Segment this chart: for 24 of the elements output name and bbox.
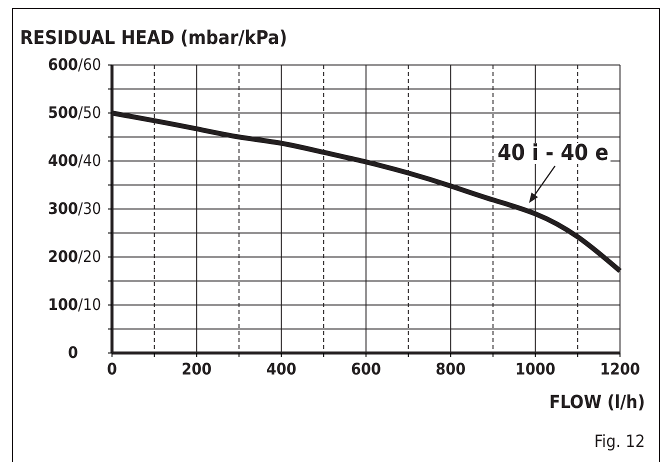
y2-tick-label: /60 — [78, 55, 102, 74]
caption: Fig. 12 — [594, 432, 645, 452]
x-tick-label: 600 — [350, 359, 382, 378]
x-tick-label: 400 — [266, 359, 296, 378]
y2-tick-label: /40 — [78, 151, 102, 170]
y-tick-label: 100 — [48, 295, 78, 314]
y2-tick-label: /50 — [78, 103, 102, 122]
annotation: 40 i - 40 e — [497, 141, 609, 166]
x-tick-label: 1200 — [600, 359, 640, 378]
y-tick-label: 0 — [68, 343, 78, 362]
x-tick-label: 1000 — [515, 359, 556, 378]
x-axis-title: FLOW (l/h) — [549, 392, 645, 413]
x-tick-label: 0 — [106, 359, 118, 378]
y2-tick-label: /20 — [78, 247, 102, 266]
y-tick-label: 600 — [48, 55, 78, 74]
y-tick-label: 400 — [48, 151, 78, 170]
chart-title: RESIDUAL HEAD (mbar/kPa) — [20, 27, 288, 49]
y2-tick-label: /10 — [78, 295, 102, 314]
y-tick-label: 300 — [48, 199, 78, 218]
x-tick-label: 800 — [436, 359, 466, 378]
y-tick-label: 200 — [48, 247, 78, 266]
y-tick-label: 500 — [48, 103, 78, 122]
y2-tick-label: /30 — [78, 199, 102, 218]
x-tick-label: 200 — [182, 359, 212, 378]
